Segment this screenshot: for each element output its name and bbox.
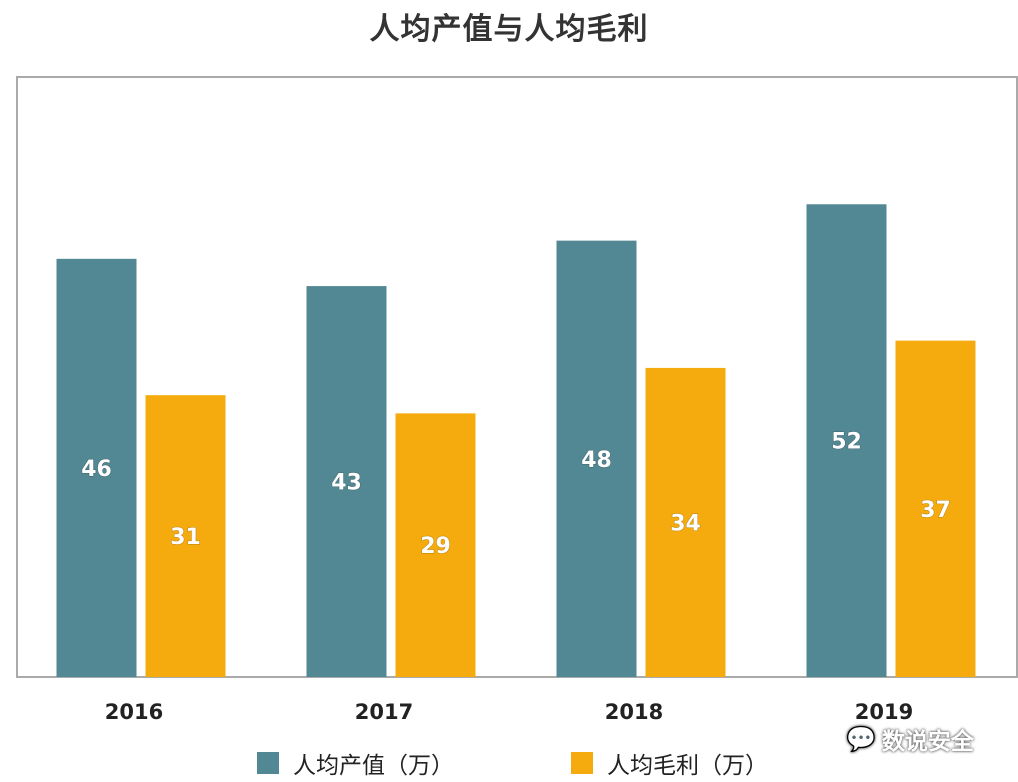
- bar-2019-series-1: [806, 204, 887, 678]
- legend-label-series-1: 人均产值（万）: [293, 753, 454, 779]
- data-label-2016-series-2: 31: [170, 525, 201, 550]
- x-tick-label-2017: 2017: [355, 700, 413, 724]
- x-tick-label-2016: 2016: [105, 700, 163, 724]
- bar-2019-series-2: [895, 340, 976, 677]
- x-tick-label-2018: 2018: [605, 700, 663, 724]
- bar-2016-series-2: [145, 395, 226, 677]
- data-label-2019-series-2: 37: [920, 498, 951, 523]
- legend-label-series-2: 人均毛利（万）: [607, 753, 768, 779]
- data-label-2016-series-1: 46: [81, 457, 112, 482]
- bar-2018-series-1: [556, 240, 637, 678]
- legend-item-series-1: 人均产值（万）: [257, 748, 454, 779]
- chart-title: 人均产值与人均毛利: [369, 12, 649, 47]
- plot-frame: [16, 76, 1018, 678]
- bars-layer: [56, 204, 976, 678]
- labels-layer: 46 31 43 29 48 34 52 37: [81, 429, 952, 560]
- bar-2017-series-1: [306, 286, 387, 677]
- data-label-2019-series-1: 52: [831, 430, 862, 455]
- data-label-2017-series-2: 29: [420, 534, 451, 559]
- legend-item-series-2: 人均毛利（万）: [571, 748, 768, 779]
- legend-swatch-series-1: [257, 752, 279, 774]
- legend-swatch-series-2: [571, 752, 593, 774]
- bar-2016-series-1: [56, 258, 137, 677]
- bar-2018-series-2: [645, 367, 726, 677]
- data-label-2017-series-1: 43: [331, 471, 362, 496]
- ticks-layer: 2016 2017 2018 2019: [105, 700, 913, 724]
- wechat-icon: 💬: [846, 725, 876, 753]
- data-label-2018-series-2: 34: [670, 511, 701, 536]
- watermark-text: 数说安全: [881, 729, 974, 755]
- bar-2017-series-2: [395, 413, 476, 677]
- data-label-2018-series-1: 48: [581, 448, 612, 473]
- x-tick-label-2019: 2019: [855, 700, 913, 724]
- watermark: 💬 数说安全: [846, 722, 974, 756]
